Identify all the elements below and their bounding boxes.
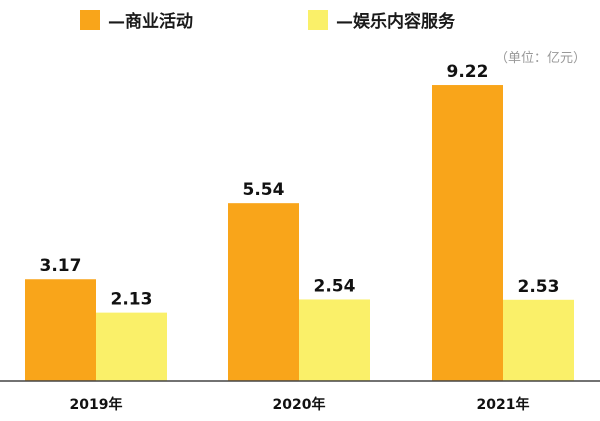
legend-label-commerce: —商业活动 xyxy=(108,11,193,32)
value-labels: 3.17 2.13 5.54 2.54 9.22 2.53 xyxy=(40,62,560,310)
x-axis-ticks: 2019年 2020年 2021年 xyxy=(70,396,530,413)
value-label-entertainment-0: 2.13 xyxy=(111,290,153,310)
unit-label: （单位：亿元） xyxy=(495,51,586,66)
bars xyxy=(25,85,574,382)
x-tick-label-2: 2021年 xyxy=(477,396,530,413)
value-label-commerce-2: 9.22 xyxy=(447,62,489,82)
legend-label-entertainment: —娱乐内容服务 xyxy=(336,11,456,32)
bar-commerce-2 xyxy=(432,85,503,382)
value-label-entertainment-1: 2.54 xyxy=(314,276,356,296)
bar-entertainment-1 xyxy=(299,299,370,381)
legend-swatch-commerce xyxy=(80,10,100,30)
bar-commerce-1 xyxy=(228,203,299,381)
legend-swatch-entertainment xyxy=(308,10,328,30)
bar-entertainment-2 xyxy=(503,299,574,381)
x-tick-label-0: 2019年 xyxy=(70,396,123,413)
value-label-commerce-0: 3.17 xyxy=(40,256,82,276)
value-label-commerce-1: 5.54 xyxy=(243,180,285,200)
bar-entertainment-0 xyxy=(96,312,167,381)
legend: —商业活动 —娱乐内容服务 xyxy=(80,10,456,32)
bar-commerce-0 xyxy=(25,279,96,381)
value-label-entertainment-2: 2.53 xyxy=(518,277,560,297)
x-tick-label-1: 2020年 xyxy=(273,396,326,413)
